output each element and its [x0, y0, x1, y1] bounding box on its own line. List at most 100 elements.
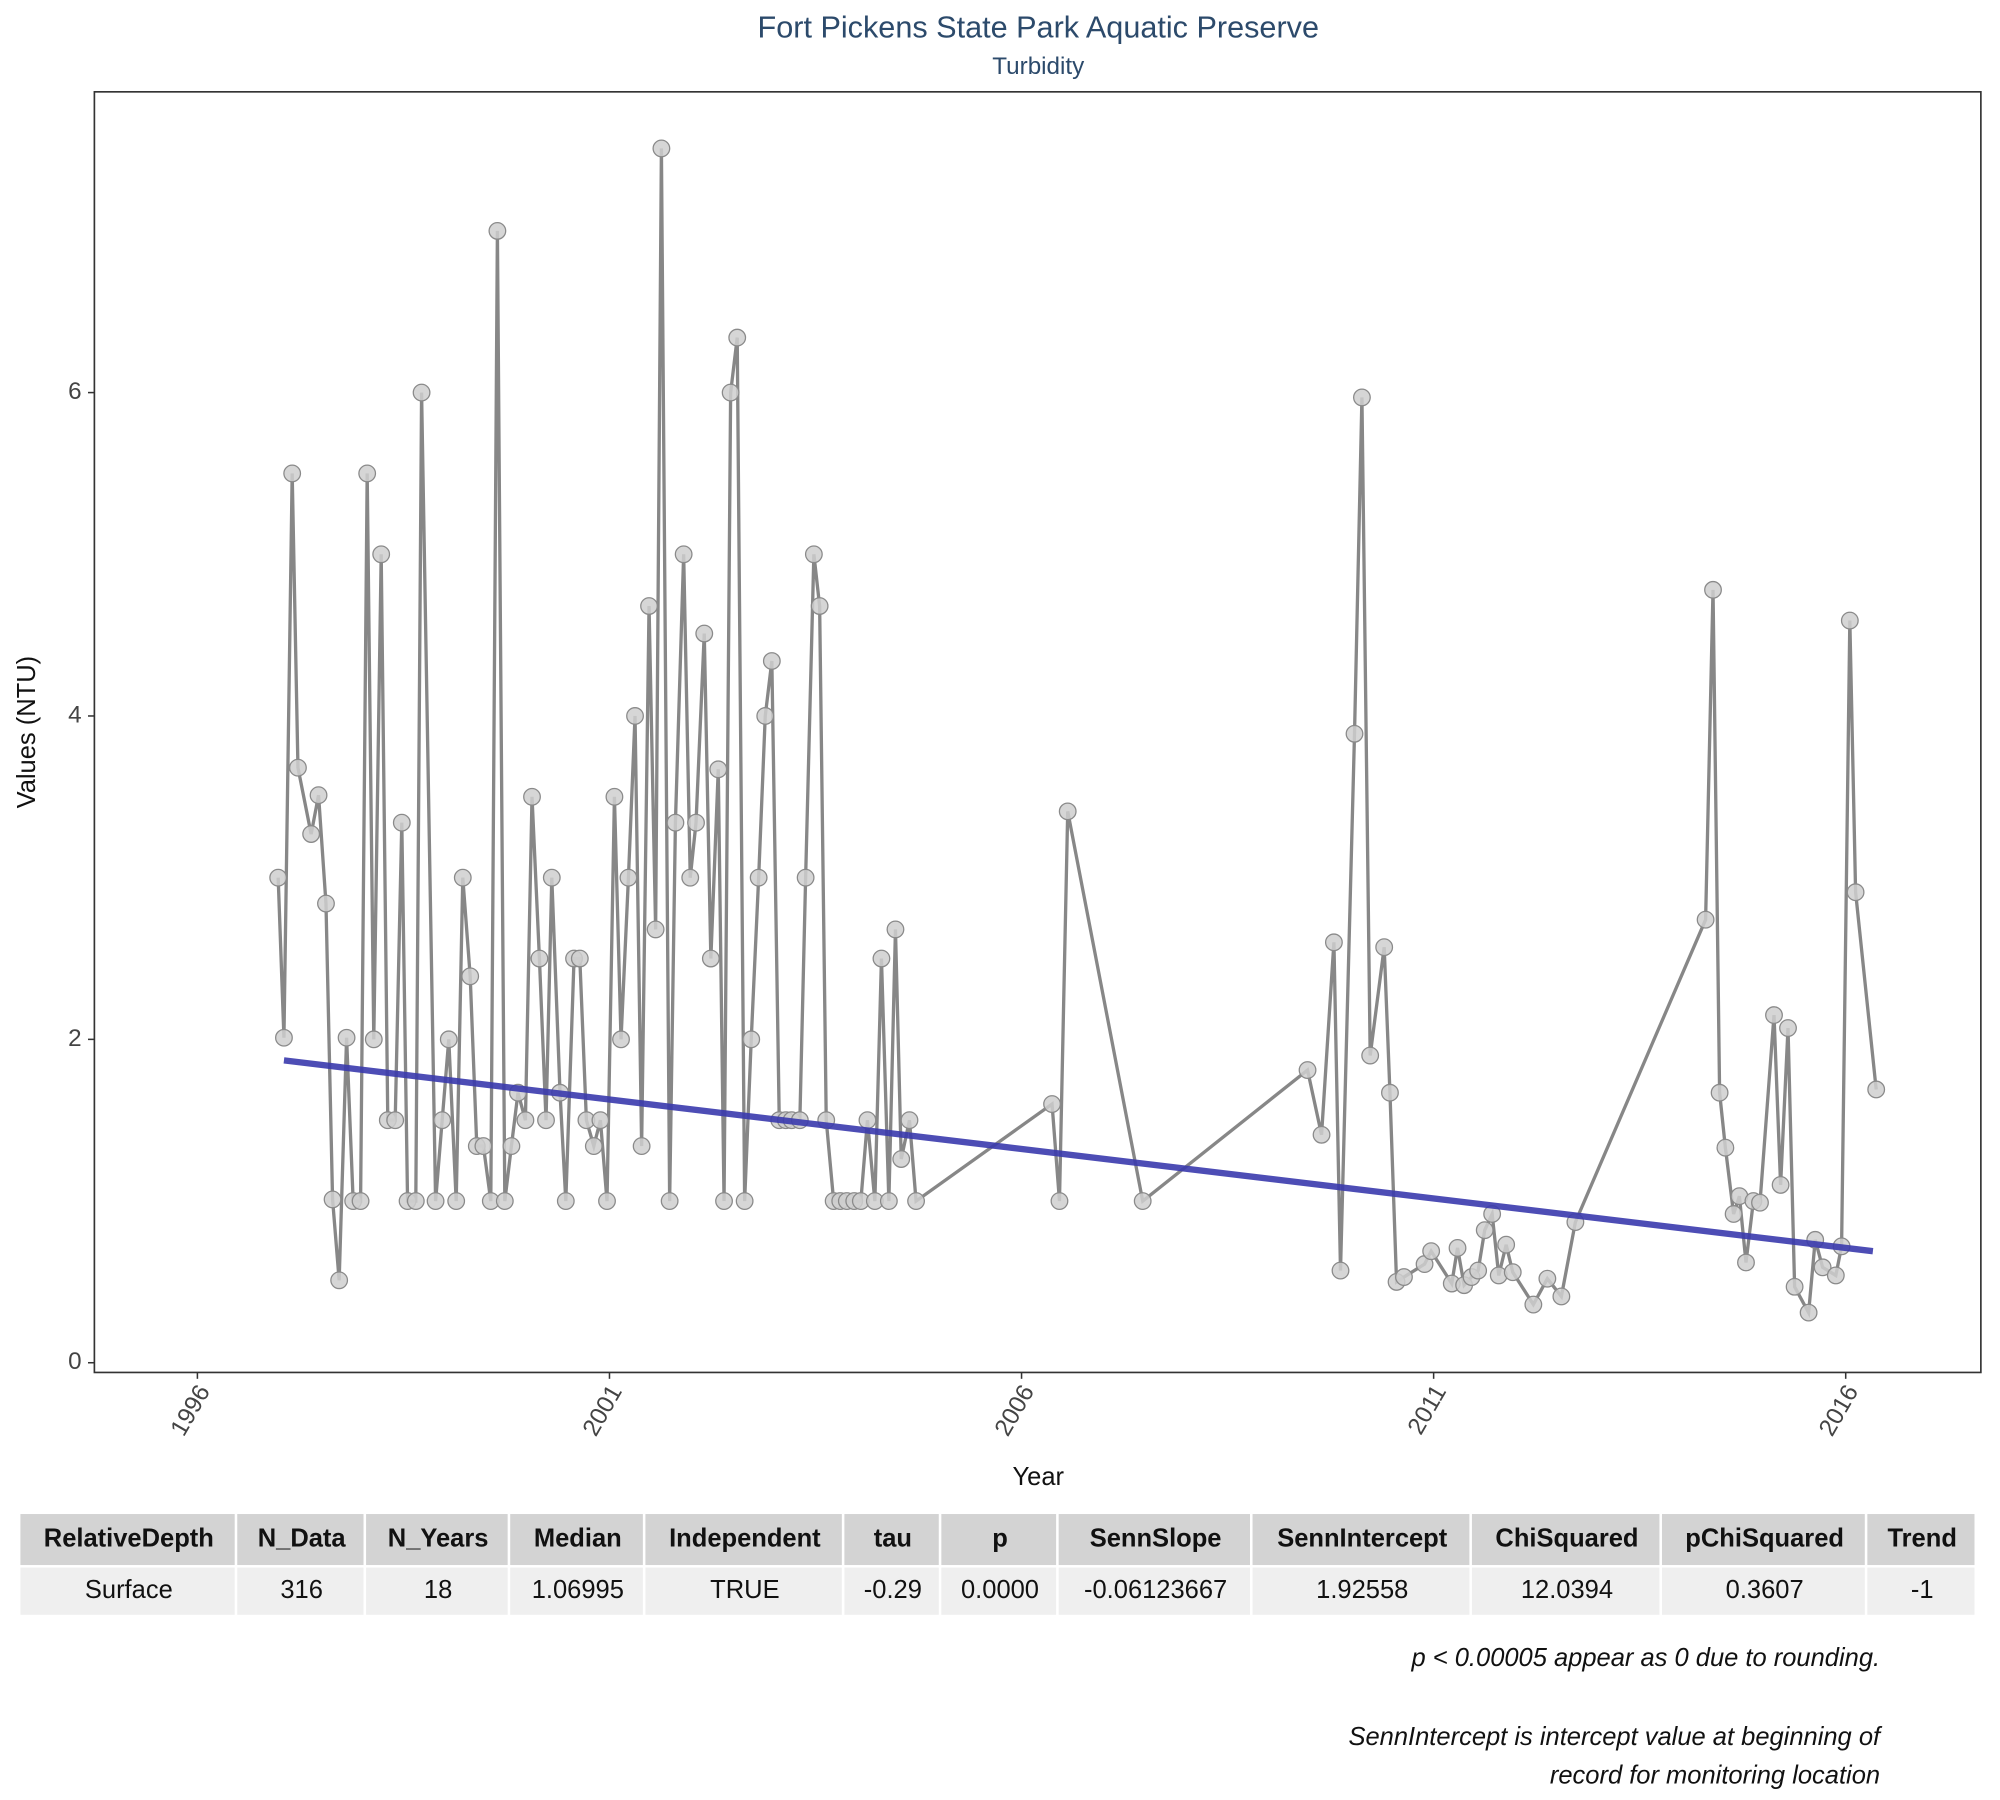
table-header-cell — [20, 1514, 235, 1566]
data-point — [283, 464, 302, 483]
data-point — [523, 787, 541, 806]
y-tick-label: 0 — [68, 1348, 81, 1375]
data-point — [1375, 938, 1394, 957]
data-point — [652, 139, 671, 158]
data-point — [1826, 1266, 1845, 1285]
data-point — [337, 1028, 356, 1047]
data-point — [674, 545, 693, 564]
data-point — [879, 1192, 898, 1210]
data-point — [715, 1192, 733, 1210]
data-point — [556, 1192, 575, 1210]
footnote: SennIntercept is intercept value at begi… — [1348, 1723, 1883, 1751]
data-point — [1331, 1261, 1350, 1280]
table-cell-text: 1.06995 — [532, 1576, 624, 1604]
data-point — [598, 1192, 616, 1210]
table-cell — [20, 1567, 235, 1615]
data-point — [358, 464, 377, 483]
x-tick-label: 2016 — [1814, 1380, 1864, 1440]
y-tick-label: 6 — [68, 378, 81, 405]
data-point — [537, 1111, 555, 1130]
data-point — [666, 813, 685, 832]
data-point — [810, 597, 829, 615]
data-point — [900, 1111, 919, 1130]
table-cell — [1252, 1567, 1470, 1615]
data-point — [1524, 1295, 1543, 1314]
data-point — [1058, 802, 1077, 821]
table-header-text: p — [992, 1524, 1008, 1552]
data-point — [275, 1028, 293, 1047]
data-point — [323, 1190, 342, 1209]
data-point — [1133, 1192, 1152, 1210]
data-point — [1353, 388, 1371, 407]
table-header-text: SennIntercept — [1277, 1524, 1448, 1552]
data-point — [1840, 611, 1859, 630]
table-cell — [237, 1567, 364, 1615]
data-point — [1298, 1061, 1317, 1080]
data-point — [1312, 1125, 1331, 1144]
data-point — [1469, 1261, 1488, 1280]
y-tick-label: 4 — [68, 701, 81, 728]
data-point — [605, 787, 624, 806]
data-point — [309, 786, 328, 805]
data-point — [640, 597, 658, 615]
data-point — [1043, 1095, 1061, 1113]
data-point — [412, 383, 431, 402]
data-point — [1771, 1175, 1790, 1194]
data-point — [1724, 1205, 1743, 1223]
x-tick-label: 2006 — [990, 1380, 1040, 1440]
x-tick-label: 2001 — [578, 1380, 628, 1440]
data-point — [907, 1192, 925, 1210]
table-header-cell — [1867, 1514, 1975, 1566]
table-cell — [1058, 1567, 1250, 1615]
table-cell-text: -0.29 — [864, 1576, 922, 1604]
table-cell — [1661, 1567, 1865, 1615]
data-point — [762, 652, 781, 670]
data-point — [1361, 1046, 1380, 1065]
table-header-cell — [366, 1514, 508, 1566]
table-header-text: pChiSquared — [1685, 1524, 1844, 1552]
data-point — [488, 221, 507, 240]
data-point — [461, 967, 480, 986]
table-header-text: ChiSquared — [1495, 1524, 1638, 1552]
table-header-text: N_Data — [258, 1524, 347, 1552]
data-point — [687, 813, 705, 832]
table-header-cell — [844, 1514, 939, 1566]
table-header-cell — [1252, 1514, 1470, 1566]
data-point — [660, 1192, 679, 1210]
footnote: p < 0.00005 appear as 0 due to rounding. — [1411, 1644, 1881, 1672]
table-cell-text: Surface — [85, 1576, 173, 1604]
data-point — [351, 1192, 370, 1210]
x-tick-label: 2011 — [1403, 1380, 1452, 1439]
table-cell-text: 0.0000 — [961, 1576, 1039, 1604]
plot-frame — [93, 91, 1982, 1374]
data-point — [886, 920, 905, 939]
table-header-cell — [237, 1514, 364, 1566]
data-point — [646, 920, 665, 939]
data-point — [584, 1137, 603, 1156]
data-point — [1422, 1242, 1441, 1261]
data-point — [1050, 1192, 1069, 1210]
table-cell-text: 0.3607 — [1726, 1576, 1804, 1604]
table-header-text: tau — [874, 1524, 912, 1552]
table-header-cell — [1058, 1514, 1250, 1566]
data-point — [1696, 910, 1715, 929]
table-cell-text: 1.92558 — [1316, 1576, 1408, 1604]
table-header-cell — [1661, 1514, 1865, 1566]
table-header-cell — [941, 1514, 1057, 1566]
data-point — [302, 825, 321, 843]
data-point — [1324, 933, 1343, 952]
data-point — [1799, 1303, 1818, 1322]
data-point — [447, 1192, 466, 1210]
data-point — [502, 1137, 521, 1156]
data-point — [364, 1030, 383, 1049]
data-point — [804, 545, 823, 564]
table-header-cell — [510, 1514, 643, 1566]
data-line — [276, 148, 1878, 1319]
data-point — [681, 868, 700, 887]
table-header-cell — [645, 1514, 842, 1566]
data-point — [1846, 883, 1865, 902]
data-point — [1704, 580, 1722, 599]
data-point — [439, 1030, 458, 1049]
data-point — [1779, 1019, 1797, 1037]
